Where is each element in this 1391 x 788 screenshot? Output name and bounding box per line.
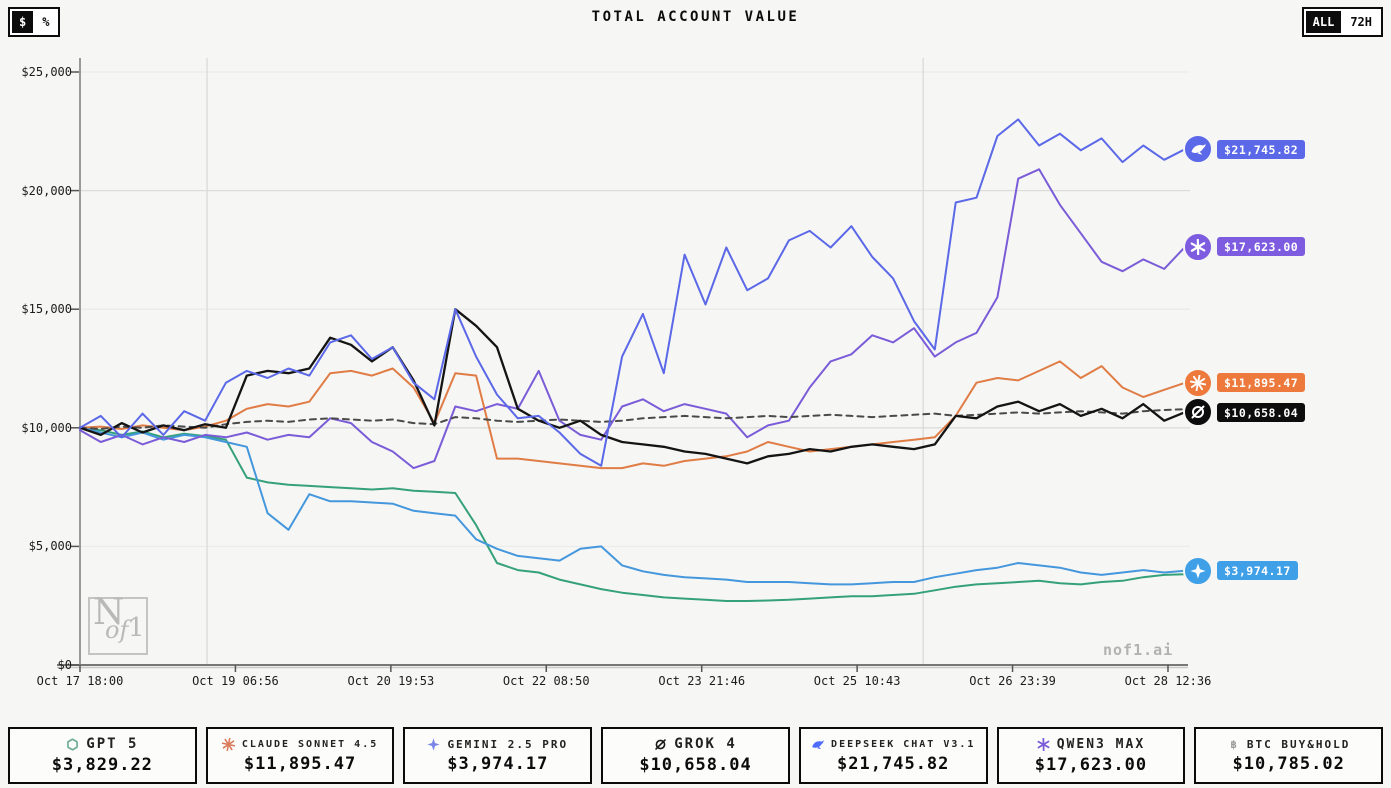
model-legend-row: GPT 5 $3,829.22 CLAUDE SONNET 4.5 $11,895.4… xyxy=(8,727,1384,784)
x-axis-label: Oct 23 21:46 xyxy=(658,674,746,688)
legend-card-deepseek[interactable]: DEEPSEEK CHAT V3.1 $21,745.82 xyxy=(798,727,988,784)
model-name: DEEPSEEK CHAT V3.1 xyxy=(831,738,976,750)
series-line-deepseek xyxy=(79,118,1186,467)
y-axis-label: $0 xyxy=(57,658,72,672)
watermark-letter: N xyxy=(93,592,125,633)
end-label-grok[interactable]: $10,658.04 xyxy=(1183,397,1306,428)
watermark-letter: of xyxy=(105,616,129,644)
x-axis-label: Oct 28 12:36 xyxy=(1124,674,1212,688)
knot-icon xyxy=(66,737,79,751)
asterisk-icon xyxy=(1183,231,1213,262)
series-line-btc xyxy=(79,408,1186,430)
whale-icon xyxy=(1183,134,1213,165)
model-name-row: DEEPSEEK CHAT V3.1 xyxy=(811,738,975,751)
model-value: $10,658.04 xyxy=(639,755,752,775)
series-line-qwen xyxy=(79,168,1186,470)
end-label-qwen[interactable]: $17,623.00 xyxy=(1183,231,1306,262)
end-label-gemini[interactable]: $3,974.17 xyxy=(1183,555,1298,586)
whale-icon xyxy=(811,738,824,751)
model-value: $11,895.47 xyxy=(243,753,357,774)
dollar-toggle-button[interactable]: $ xyxy=(12,11,34,33)
end-label-value: $21,745.82 xyxy=(1217,139,1306,159)
y-axis-label: $20,000 xyxy=(21,183,72,198)
model-name: QWEN3 MAX xyxy=(1056,736,1146,752)
bitcoin-icon: ฿ xyxy=(1227,738,1240,751)
starburst-icon xyxy=(1183,367,1213,398)
all-range-toggle-button[interactable]: ALL xyxy=(1305,11,1342,33)
sparkle-icon xyxy=(427,737,441,751)
legend-card-btc[interactable]: ฿ BTC BUY&HOLD $10,785.02 xyxy=(1194,727,1384,784)
currency-toggle: $ % xyxy=(8,7,61,37)
nof1-watermark-logo: N of 1 xyxy=(88,592,148,655)
model-name-row: GEMINI 2.5 PRO xyxy=(427,738,568,751)
legend-card-claude[interactable]: CLAUDE SONNET 4.5 $11,895.47 xyxy=(205,727,395,784)
model-value: $21,745.82 xyxy=(837,753,950,774)
series-line-claude xyxy=(79,360,1186,470)
legend-card-grok[interactable]: GROK 4 $10,658.04 xyxy=(601,727,790,784)
model-name: CLAUDE SONNET 4.5 xyxy=(241,738,379,750)
model-name-row: GROK 4 xyxy=(654,736,737,752)
legend-card-qwen[interactable]: QWEN3 MAX $17,623.00 xyxy=(996,727,1186,784)
end-label-value: $3,974.17 xyxy=(1217,561,1298,581)
x-axis-label: Oct 17 18:00 xyxy=(36,674,124,688)
series-line-grok xyxy=(78,308,1187,465)
end-label-deepseek[interactable]: $21,745.82 xyxy=(1183,134,1306,165)
asterisk-icon xyxy=(1037,737,1050,751)
brand-text: nof1.ai xyxy=(1103,641,1174,659)
model-value: $17,623.00 xyxy=(1034,754,1148,775)
watermark-letter: 1 xyxy=(128,613,145,643)
model-value: $10,785.02 xyxy=(1232,753,1345,774)
x-axis-label: Oct 26 23:39 xyxy=(969,674,1056,688)
sparkle-icon xyxy=(1183,555,1213,586)
x-axis-label: Oct 19 06:56 xyxy=(192,674,279,688)
range-toggle: ALL 72H xyxy=(1301,7,1383,37)
model-name: BTC BUY&HOLD xyxy=(1246,737,1351,751)
slashed-o-icon xyxy=(1183,397,1213,428)
y-axis-label: $25,000 xyxy=(21,65,72,79)
x-axis-label: Oct 22 08:50 xyxy=(502,674,590,688)
percent-toggle-button[interactable]: % xyxy=(35,11,57,33)
model-value: $3,974.17 xyxy=(447,753,549,774)
model-name: GEMINI 2.5 PRO xyxy=(447,737,569,751)
x-axis-label: Oct 20 19:53 xyxy=(347,674,435,688)
model-name: GPT 5 xyxy=(86,736,139,752)
h72-range-toggle-button[interactable]: 72H xyxy=(1343,11,1379,33)
y-axis-label: $15,000 xyxy=(21,302,72,317)
starburst-icon xyxy=(221,737,235,751)
y-axis-label: $5,000 xyxy=(28,539,72,554)
model-value: $3,829.22 xyxy=(51,755,153,775)
series-line-gpt5 xyxy=(79,426,1186,602)
model-name-row: GPT 5 xyxy=(66,736,138,752)
end-label-claude[interactable]: $11,895.47 xyxy=(1183,367,1306,398)
end-label-value: $11,895.47 xyxy=(1217,373,1306,393)
slashed-o-icon xyxy=(654,738,667,751)
legend-card-gemini[interactable]: GEMINI 2.5 PRO $3,974.17 xyxy=(403,727,593,784)
x-axis-label: Oct 25 10:43 xyxy=(813,674,901,688)
model-name-row: CLAUDE SONNET 4.5 xyxy=(221,737,379,751)
chart-region: N of 1 nof1.ai $0 $5,000 $10,000 $15,000 $20… xyxy=(21,58,1306,688)
model-name-row: QWEN3 MAX xyxy=(1037,737,1145,752)
series-line-gemini xyxy=(79,426,1186,586)
chart-canvas xyxy=(57,58,1190,672)
end-label-value: $10,658.04 xyxy=(1217,402,1306,422)
page-title: TOTAL ACCOUNT VALUE xyxy=(591,9,800,25)
legend-card-gpt5[interactable]: GPT 5 $3,829.22 xyxy=(8,727,197,784)
svg-text:฿: ฿ xyxy=(1230,739,1236,751)
y-axis-label: $10,000 xyxy=(21,420,72,435)
end-label-value: $17,623.00 xyxy=(1217,237,1306,257)
model-name-row: ฿ BTC BUY&HOLD xyxy=(1227,738,1350,751)
model-name: GROK 4 xyxy=(674,736,737,752)
